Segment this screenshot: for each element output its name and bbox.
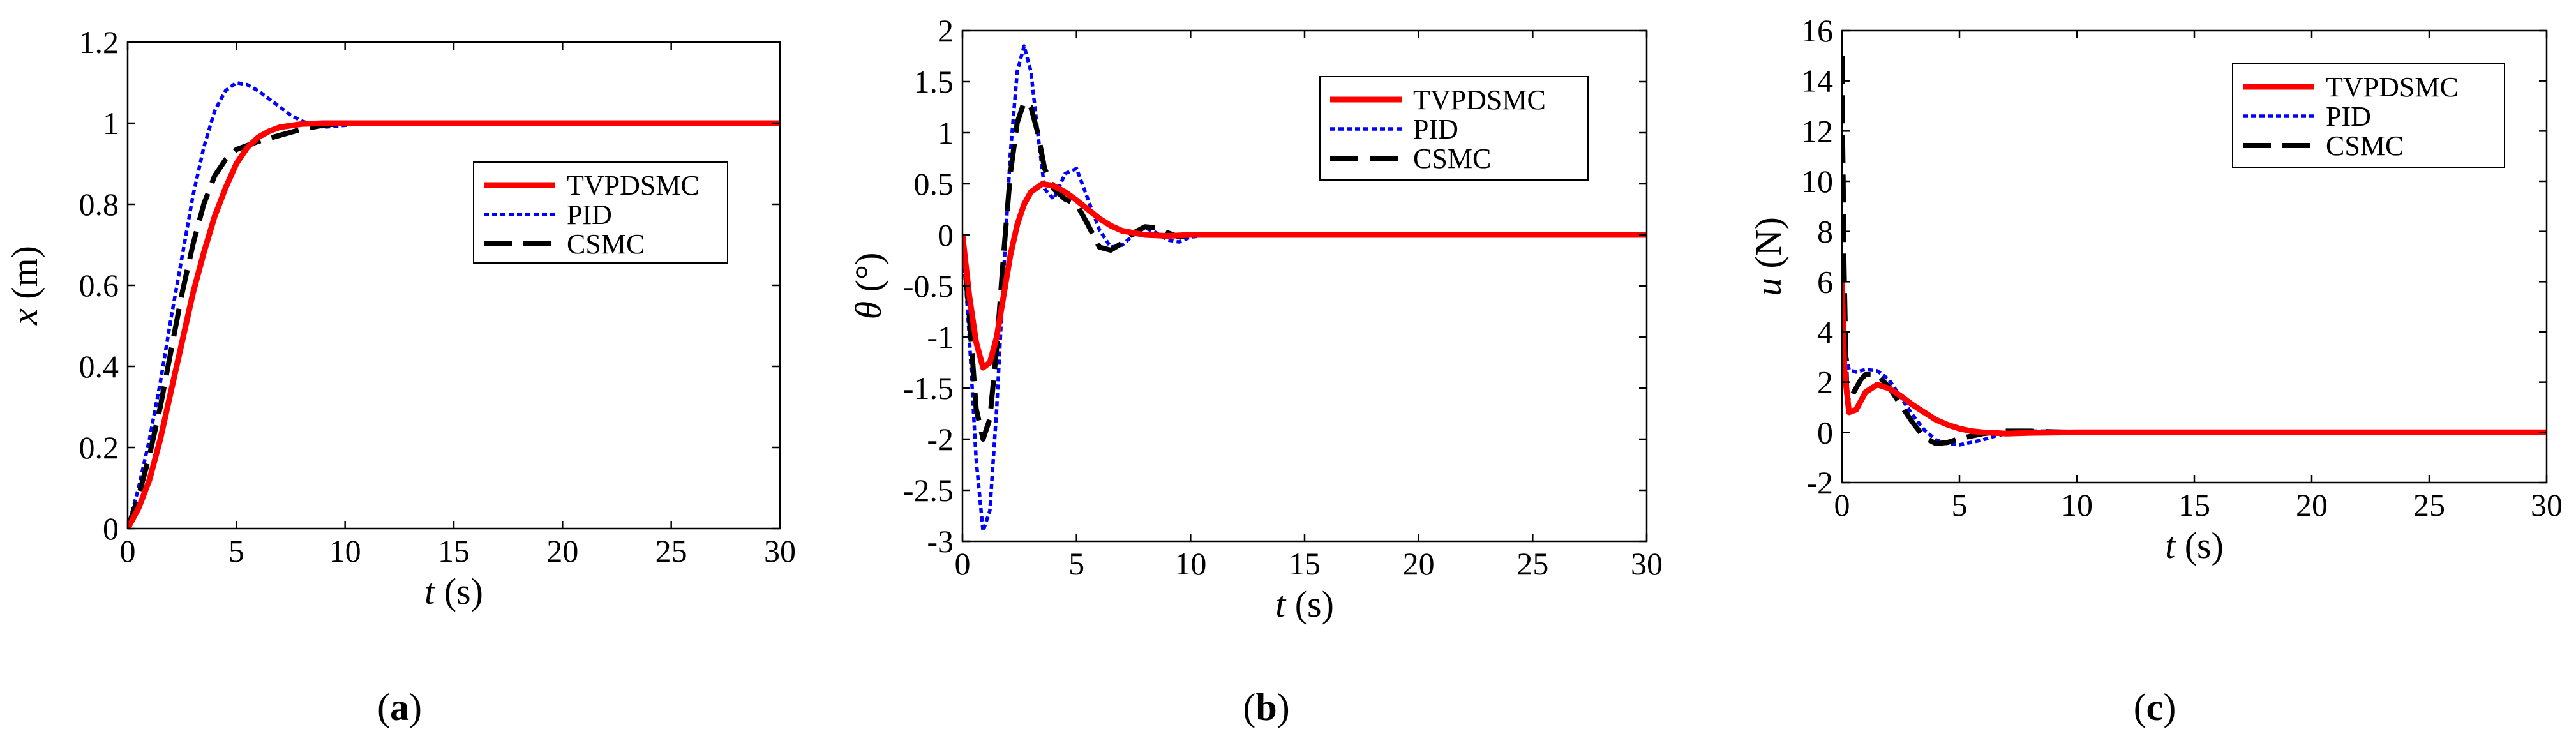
y-tick-label: 1 xyxy=(103,105,119,141)
x-axis-label: t (s) xyxy=(1275,583,1334,625)
y-tick-label: 12 xyxy=(1801,113,1833,149)
x-tick-label: 30 xyxy=(764,533,796,569)
y-axis-label: x (m) xyxy=(4,246,45,326)
legend-label-csmc: CSMC xyxy=(1413,143,1491,174)
x-tick-label: 15 xyxy=(1289,546,1321,582)
x-tick-label: 10 xyxy=(2061,487,2093,523)
axes-frame xyxy=(126,41,781,530)
legend-box xyxy=(473,161,728,264)
series-line-pid xyxy=(128,80,780,529)
y-tick-label: 0.5 xyxy=(914,166,954,202)
x-axis-label: t (s) xyxy=(424,571,483,612)
series-group xyxy=(128,80,780,530)
series-line-tvpdsmc xyxy=(962,181,1647,371)
x-tick-label: 5 xyxy=(1068,546,1084,582)
y-tick-label: 14 xyxy=(1801,63,1833,99)
x-tick-label: 5 xyxy=(1952,487,1968,523)
y-tick-label: 0 xyxy=(1817,414,1833,450)
y-tick-label: 1.5 xyxy=(914,64,954,100)
legend-label-tvpdsmc: TVPDSMC xyxy=(1413,84,1546,116)
series-line-csmc xyxy=(128,121,780,530)
x-tick-label: 20 xyxy=(2296,487,2328,523)
x-tick-label: 20 xyxy=(546,533,578,569)
x-tick-label: 25 xyxy=(655,533,687,569)
panel-label: (a) xyxy=(377,686,422,728)
x-tick-label: 25 xyxy=(1516,546,1548,582)
legend-label-tvpdsmc: TVPDSMC xyxy=(567,170,700,201)
series-group xyxy=(962,44,1647,533)
y-tick-label: -1 xyxy=(927,319,954,355)
y-tick-label: -1.5 xyxy=(903,370,954,406)
x-tick-label: 20 xyxy=(1403,546,1435,582)
legend-label-pid: PID xyxy=(1413,114,1458,145)
legend-label-csmc: CSMC xyxy=(2326,130,2404,161)
y-tick-label: 10 xyxy=(1801,163,1833,199)
y-tick-label: 4 xyxy=(1817,314,1833,350)
series-group xyxy=(1842,56,2547,447)
x-tick-label: 0 xyxy=(955,546,971,582)
y-tick-label: 0 xyxy=(938,217,954,253)
y-tick-label: 16 xyxy=(1801,13,1833,49)
y-tick-label: 1.2 xyxy=(79,24,119,60)
legend-label-tvpdsmc: TVPDSMC xyxy=(2326,71,2459,103)
y-tick-label: 2 xyxy=(1817,364,1833,400)
y-axis-label: u (N) xyxy=(1748,217,1789,296)
y-tick-label: 0.8 xyxy=(79,186,119,222)
y-tick-label: 0.6 xyxy=(79,267,119,303)
x-tick-label: 0 xyxy=(1834,487,1850,523)
y-tick-label: -3 xyxy=(927,523,954,559)
x-axis-label: t (s) xyxy=(2165,525,2224,566)
y-tick-label: -2.5 xyxy=(903,472,954,508)
y-tick-label: 1 xyxy=(938,115,954,151)
x-tick-label: 30 xyxy=(2531,487,2563,523)
y-tick-label: -0.5 xyxy=(903,268,954,304)
panel-label: (b) xyxy=(1243,686,1289,728)
x-tick-label: 10 xyxy=(329,533,361,569)
series-line-tvpdsmc xyxy=(128,120,780,530)
y-tick-label: 2 xyxy=(938,13,954,49)
chart-panel-a: 0 5 10 15 20 25 30 0 0.2 0.4 0.6 0.8 1 1.2 t (s) x (m) T… xyxy=(4,24,796,728)
x-tick-label: 30 xyxy=(1631,546,1663,582)
chart-panel-b: 0 5 10 15 20 25 30 -3 -2.5 -2 -1.5 -1 -0.5 0 0.5 1 1.5 2 t… xyxy=(848,13,1663,728)
y-tick-label: 8 xyxy=(1817,214,1833,250)
series-line-tvpdsmc xyxy=(1842,281,2547,437)
x-tick-label: 10 xyxy=(1174,546,1206,582)
x-tick-label: 0 xyxy=(120,533,136,569)
x-tick-label: 15 xyxy=(438,533,470,569)
legend-label-csmc: CSMC xyxy=(567,229,645,260)
legend-label-pid: PID xyxy=(2326,101,2371,132)
y-axis-label: θ (°) xyxy=(848,253,889,320)
y-tick-label: -2 xyxy=(927,421,954,457)
panel-label: (c) xyxy=(2134,686,2176,728)
x-tick-label: 25 xyxy=(2413,487,2445,523)
y-tick-label: -2 xyxy=(1806,465,1833,500)
legend-label-pid: PID xyxy=(567,199,612,230)
x-tick-label: 15 xyxy=(2178,487,2210,523)
x-tick-label: 5 xyxy=(228,533,244,569)
y-tick-label: 0.4 xyxy=(79,349,119,384)
y-tick-label: 6 xyxy=(1817,264,1833,299)
y-tick-label: 0 xyxy=(103,511,119,546)
y-tick-label: 0.2 xyxy=(79,430,119,465)
